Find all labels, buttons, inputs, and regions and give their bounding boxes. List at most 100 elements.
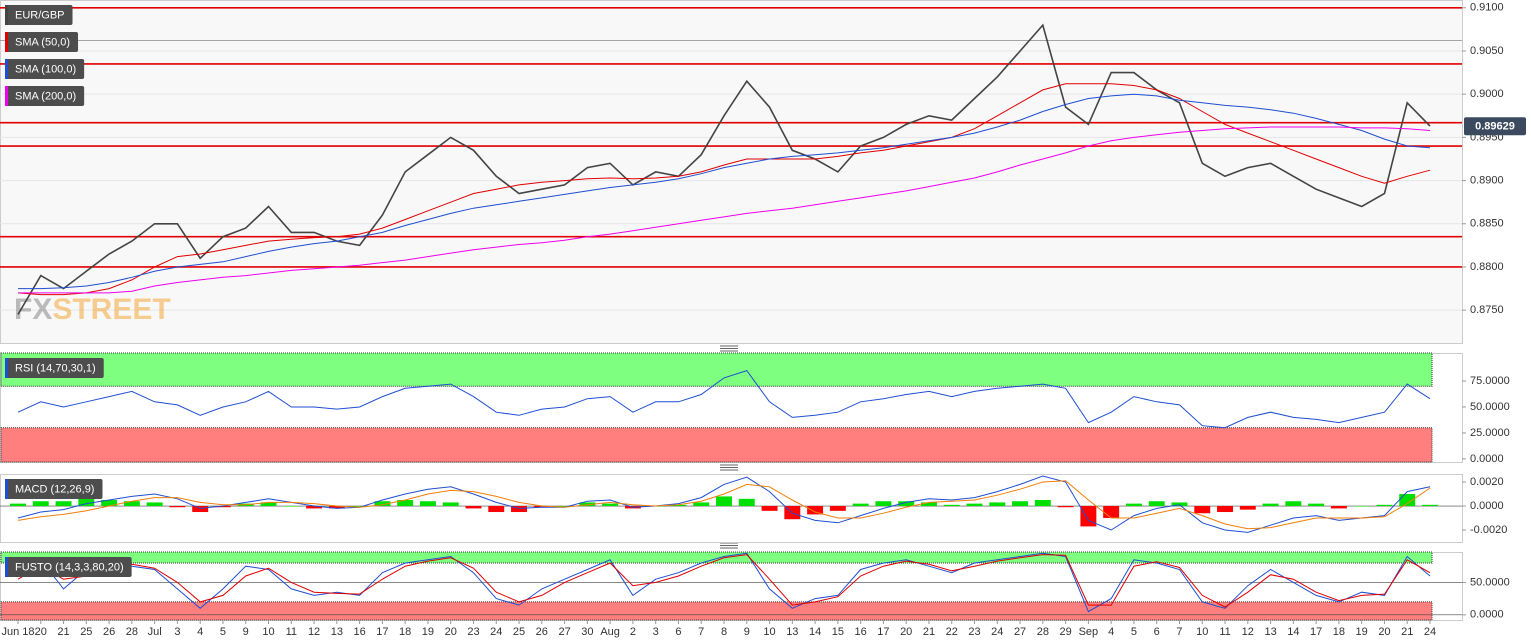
histogram-bar <box>1217 506 1234 513</box>
x-tick-label: 30 <box>581 626 593 638</box>
x-tick-label: 10 <box>262 626 274 638</box>
x-tick-label: 20 <box>445 626 457 638</box>
legend-item: EUR/GBP <box>5 5 73 25</box>
x-tick-label: 16 <box>353 626 365 638</box>
histogram-bar <box>852 503 869 507</box>
x-tick-label: 11 <box>1219 626 1230 638</box>
x-tick-label: 16 <box>855 626 867 638</box>
histogram-bar <box>123 501 140 507</box>
watermark-fx: FX <box>14 293 52 326</box>
histogram-bar <box>419 501 436 507</box>
x-tick-label: 26 <box>103 626 115 638</box>
histogram-bar <box>1422 504 1438 507</box>
pane-frame <box>0 0 1463 344</box>
histogram-bar <box>875 501 892 507</box>
histogram-bar <box>1171 502 1188 507</box>
x-tick-label: 28 <box>126 626 138 638</box>
histogram-bar <box>374 501 391 507</box>
x-tick-label: 7 <box>698 626 704 638</box>
legend-swatch <box>5 479 8 499</box>
series-line <box>17 370 1431 429</box>
histogram-bar <box>1399 494 1416 507</box>
histogram-bar <box>260 502 277 507</box>
histogram-bar <box>146 502 163 507</box>
series-line <box>17 23 1431 315</box>
y-tick-label: 0.0020 <box>1470 476 1504 488</box>
x-tick-label: 10 <box>1196 626 1208 638</box>
legend-swatch <box>5 5 8 25</box>
y-tick-label: 0.9100 <box>1470 2 1504 14</box>
x-tick-label: 25 <box>513 626 525 638</box>
histogram-bar <box>989 502 1006 507</box>
x-tick-label: 9 <box>744 626 750 638</box>
y-tick-label: 0.8800 <box>1470 261 1504 273</box>
x-tick-label: 25 <box>80 626 92 638</box>
y-tick-label: 0.0000 <box>1470 500 1504 512</box>
legend-box <box>5 5 73 25</box>
series-line <box>17 83 1431 296</box>
histogram-bar <box>533 506 550 508</box>
x-tick-label: Jul <box>148 626 162 638</box>
x-tick-label: 17 <box>877 626 889 638</box>
x-tick-label: 23 <box>467 626 479 638</box>
series-line <box>17 475 1431 533</box>
legend-label: MACD (12,26,9) <box>15 483 94 495</box>
legend-box <box>5 479 103 499</box>
x-tick-label: 29 <box>1059 626 1071 638</box>
histogram-bar <box>716 496 732 507</box>
x-tick-label: 11 <box>286 626 297 638</box>
histogram-bar <box>488 506 505 513</box>
x-tick-label: 14 <box>1287 626 1299 638</box>
histogram-bar <box>693 502 710 507</box>
x-tick-label: 22 <box>946 626 958 638</box>
legend-item: RSI (14,70,30,1) <box>5 358 104 378</box>
histogram-bar <box>1103 506 1120 519</box>
legend-box <box>5 32 79 52</box>
watermark: FXSTREET <box>14 293 171 326</box>
legend-swatch <box>5 86 8 106</box>
histogram-bar <box>1125 503 1142 507</box>
histogram-bar <box>1012 501 1029 507</box>
series-line <box>17 554 1431 608</box>
x-tick-label: 27 <box>1014 626 1026 638</box>
x-tick-label: 3 <box>174 626 180 638</box>
y-tick-label: 25.0000 <box>1470 427 1510 439</box>
x-tick-label: 13 <box>1264 626 1276 638</box>
x-tick-label: 21 <box>57 626 69 638</box>
series-line <box>17 480 1431 530</box>
x-tick-label: 24 <box>1424 626 1436 638</box>
legend-item: SMA (100,0) <box>5 59 85 79</box>
x-tick-label: 19 <box>422 626 434 638</box>
y-tick-label: 50.0000 <box>1470 576 1510 588</box>
legend-item: MACD (12,26,9) <box>5 479 103 499</box>
y-tick-label: -0.0020 <box>1470 524 1507 536</box>
x-tick-label: 8 <box>721 626 727 638</box>
x-tick-label: 4 <box>1108 626 1114 638</box>
histogram-bar <box>32 501 49 507</box>
legend-box <box>5 86 85 106</box>
histogram-bar <box>920 502 937 507</box>
oversold-band <box>0 601 1433 621</box>
x-tick-label: 24 <box>490 626 502 638</box>
x-tick-label: 20 <box>1378 626 1390 638</box>
histogram-bar <box>442 502 459 507</box>
histogram-bar <box>1194 506 1211 514</box>
histogram-bar <box>556 506 573 507</box>
legend-label: SMA (50,0) <box>15 36 70 48</box>
histogram-bar <box>1285 501 1302 507</box>
y-tick-label: 0.8750 <box>1470 304 1504 316</box>
histogram-bar <box>101 500 118 507</box>
x-tick-label: 23 <box>968 626 980 638</box>
histogram-bar <box>1376 504 1393 507</box>
histogram-bar <box>214 506 231 508</box>
histogram-bar <box>55 501 72 507</box>
overbought-band <box>0 352 1433 387</box>
histogram-bar <box>579 502 596 507</box>
histogram-bar <box>966 503 983 507</box>
histogram-bar <box>1080 506 1097 527</box>
x-tick-label: 12 <box>1242 626 1254 638</box>
histogram-bar <box>351 506 368 507</box>
x-tick-label: 10 <box>763 626 775 638</box>
x-tick-label: 6 <box>1154 626 1160 638</box>
